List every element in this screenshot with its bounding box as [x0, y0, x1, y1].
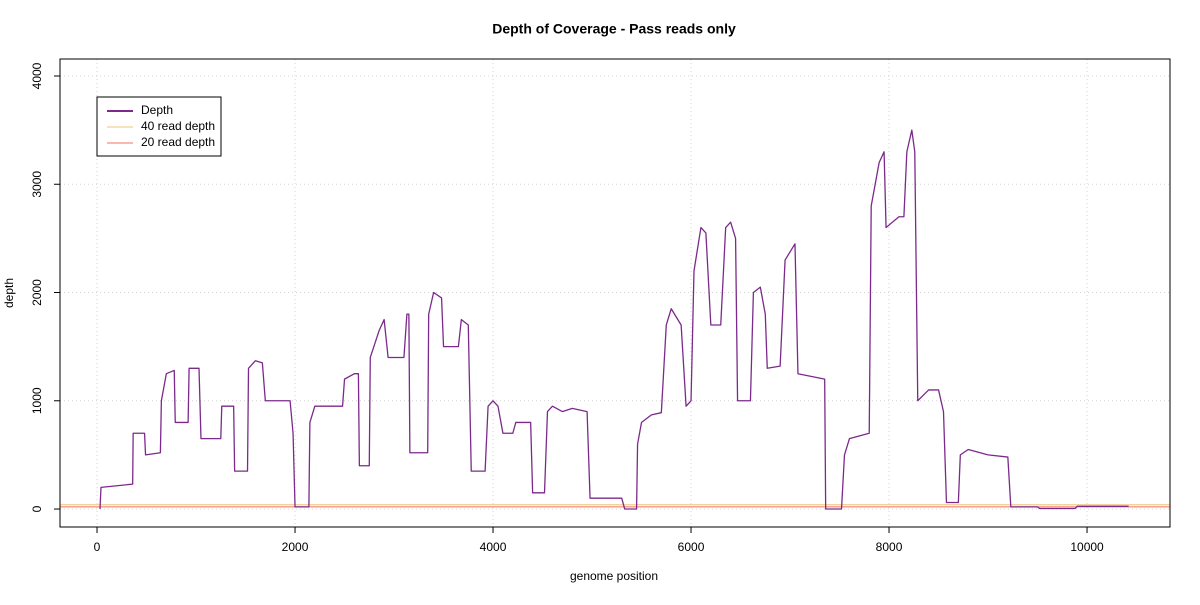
y-tick-label: 0 — [30, 505, 44, 512]
x-tick-label: 6000 — [678, 540, 705, 554]
chart-title: Depth of Coverage - Pass reads only — [492, 21, 736, 37]
x-tick-label: 10000 — [1070, 540, 1104, 554]
y-tick-label: 3000 — [30, 171, 44, 198]
x-tick-label: 0 — [94, 540, 101, 554]
y-tick-label: 4000 — [30, 62, 44, 89]
data-line — [99, 129, 1129, 510]
legend-label: 20 read depth — [141, 135, 215, 149]
y-tick-label: 2000 — [30, 279, 44, 306]
legend-label: Depth — [141, 103, 173, 117]
x-tick-label: 4000 — [480, 540, 507, 554]
x-tick-label: 2000 — [282, 540, 309, 554]
y-axis-label: depth — [2, 278, 16, 308]
x-axis-label: genome position — [570, 569, 658, 583]
x-tick-label: 8000 — [876, 540, 903, 554]
legend-label: 40 read depth — [141, 119, 215, 133]
plot-frame — [59, 58, 1171, 528]
y-tick-label: 1000 — [30, 387, 44, 414]
